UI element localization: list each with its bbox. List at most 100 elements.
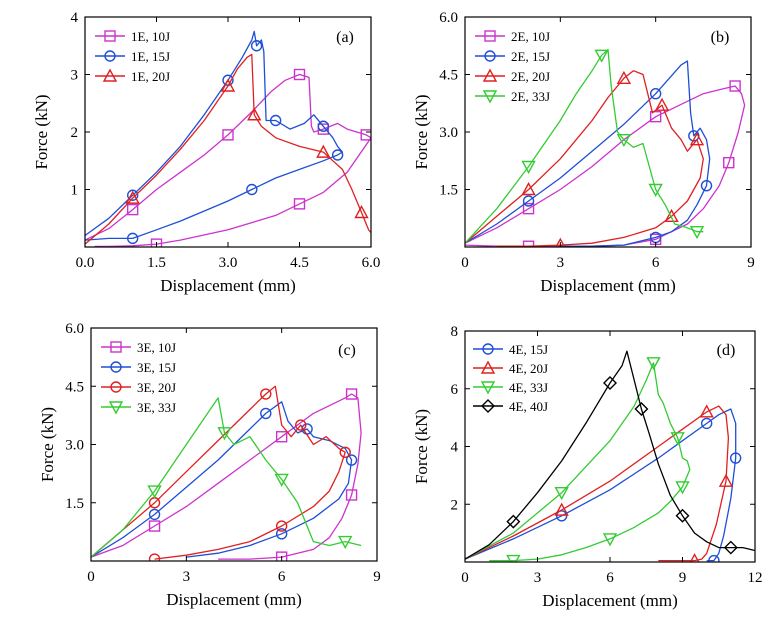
y-tick-label: 4.5 bbox=[65, 379, 84, 395]
series-marker bbox=[554, 487, 569, 501]
y-tick-label: 3 bbox=[71, 68, 79, 84]
legend-entry: 1E, 20J bbox=[131, 69, 170, 84]
series-marker bbox=[275, 520, 288, 532]
series-marker bbox=[603, 375, 617, 390]
series-marker bbox=[148, 553, 161, 561]
y-axis-label: Force (kN) bbox=[412, 94, 431, 169]
x-tick-label: 3 bbox=[557, 255, 565, 271]
x-tick-label: 0 bbox=[461, 255, 469, 271]
series-marker bbox=[648, 183, 663, 197]
series-marker bbox=[247, 107, 262, 121]
legend: 1E, 10J 1E, 15J 1E, 20J bbox=[95, 29, 170, 84]
series-marker bbox=[522, 195, 535, 207]
series-marker bbox=[699, 404, 714, 418]
legend-marker bbox=[484, 50, 496, 62]
legend-marker bbox=[110, 361, 122, 373]
series-marker bbox=[360, 129, 371, 141]
x-tick-label: 9 bbox=[679, 570, 687, 586]
series-marker bbox=[331, 149, 344, 161]
series-marker bbox=[250, 40, 263, 52]
legend-marker bbox=[482, 90, 498, 104]
series-marker bbox=[708, 554, 720, 562]
series-marker bbox=[729, 80, 741, 92]
legend: 2E, 10J 2E, 15J 2E, 20J 2E, 33J bbox=[475, 29, 550, 104]
legend: 3E, 10J 3E, 15J 3E, 20J 3E, 33J bbox=[101, 340, 176, 415]
series-line-1 bbox=[91, 401, 353, 558]
x-tick-label: 12 bbox=[748, 570, 763, 586]
x-tick-label: 3 bbox=[183, 569, 191, 585]
legend-entry: 1E, 15J bbox=[131, 49, 170, 64]
series-line-2 bbox=[91, 385, 346, 560]
series-line-1 bbox=[465, 405, 730, 562]
series-marker bbox=[150, 238, 163, 247]
series-marker bbox=[654, 97, 670, 111]
series-marker bbox=[125, 190, 140, 204]
series-marker bbox=[675, 508, 690, 523]
series-marker bbox=[269, 114, 282, 127]
series-marker bbox=[718, 473, 734, 487]
y-tick-label: 4.5 bbox=[439, 68, 458, 84]
series-marker bbox=[317, 123, 330, 135]
series-marker bbox=[521, 182, 536, 196]
series-line-2 bbox=[85, 53, 371, 245]
y-tick-label: 1 bbox=[71, 183, 79, 199]
series-marker bbox=[354, 205, 369, 219]
y-tick-label: 4 bbox=[71, 10, 79, 26]
series-marker bbox=[506, 514, 521, 529]
x-tick-label: 0.0 bbox=[76, 255, 95, 271]
x-axis-label: Displacement (mm) bbox=[160, 276, 296, 295]
series-marker bbox=[670, 432, 685, 446]
x-tick-label: 0 bbox=[461, 570, 469, 586]
legend-marker bbox=[110, 341, 122, 353]
series-marker bbox=[293, 68, 306, 81]
series-line-0 bbox=[85, 73, 371, 247]
series-marker bbox=[148, 508, 161, 521]
series-marker bbox=[275, 431, 288, 443]
series-marker bbox=[700, 417, 713, 430]
series-marker bbox=[506, 554, 521, 562]
y-tick-label: 3.0 bbox=[439, 125, 458, 141]
series-marker bbox=[522, 202, 535, 215]
series-marker bbox=[649, 110, 662, 123]
series-marker bbox=[317, 120, 330, 132]
x-tick-label: 6 bbox=[278, 569, 286, 585]
x-axis-label: Displacement (mm) bbox=[542, 591, 678, 610]
panel-label: (b) bbox=[711, 29, 730, 46]
series-marker bbox=[689, 553, 700, 562]
x-tick-label: 1.5 bbox=[147, 255, 166, 271]
legend: 4E, 15J 4E, 20J 4E, 33J 4E, 40J bbox=[473, 342, 548, 414]
series-marker bbox=[147, 485, 162, 499]
legend-entry: 3E, 15J bbox=[137, 360, 176, 375]
series-line-1 bbox=[85, 30, 344, 241]
series-marker bbox=[293, 198, 306, 210]
y-tick-label: 6.0 bbox=[439, 10, 458, 26]
series-marker bbox=[689, 132, 705, 146]
panel-label: (d) bbox=[717, 342, 736, 359]
x-tick-label: 3 bbox=[534, 570, 542, 586]
series-line-3 bbox=[465, 48, 704, 244]
legend-marker bbox=[108, 401, 124, 415]
y-tick-label: 8 bbox=[451, 324, 459, 340]
legend-marker bbox=[481, 399, 495, 413]
series-line-0 bbox=[465, 408, 737, 562]
series-group bbox=[85, 30, 371, 247]
series-marker bbox=[345, 454, 358, 466]
x-tick-label: 9 bbox=[747, 255, 755, 271]
legend-entry: 4E, 20J bbox=[509, 361, 548, 376]
series-group bbox=[465, 350, 755, 562]
y-axis-label: Force (kN) bbox=[32, 94, 51, 169]
series-marker bbox=[729, 452, 742, 464]
legend-entry: 3E, 20J bbox=[137, 380, 176, 395]
series-group bbox=[465, 48, 746, 247]
series-marker bbox=[616, 70, 632, 85]
series-marker bbox=[345, 489, 358, 501]
series-line-3 bbox=[91, 397, 362, 558]
legend-entry: 2E, 15J bbox=[511, 49, 550, 64]
series-marker bbox=[148, 520, 161, 532]
series-marker bbox=[345, 388, 358, 400]
series-marker bbox=[295, 419, 307, 431]
series-marker bbox=[594, 49, 609, 63]
panel-d: 0 3 6 9 12 2 4 6 8 Displacement (mm) Force (kN) (d)… bbox=[412, 324, 763, 610]
panel-b: 0 3 6 9 1.5 3.0 4.5 6.0 Displacement (mm) Force (… bbox=[412, 10, 755, 295]
